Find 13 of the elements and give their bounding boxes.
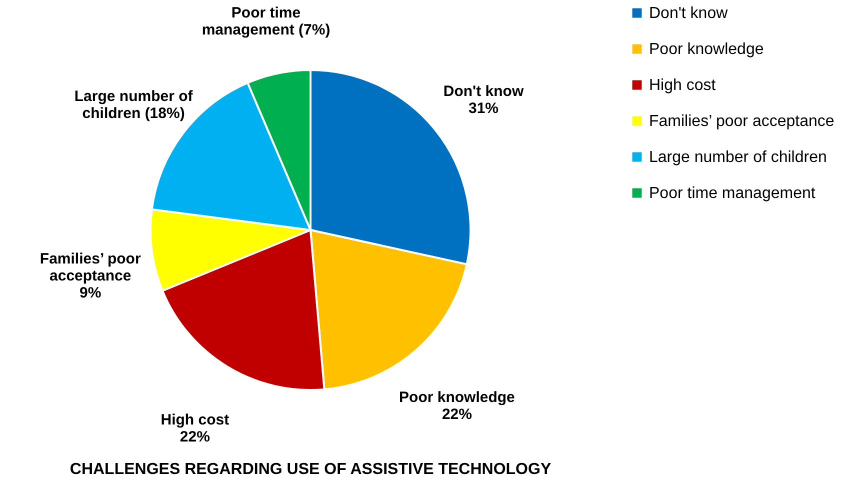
legend-label: Poor time management bbox=[649, 185, 816, 202]
data-label: High cost 22% bbox=[160, 412, 230, 446]
legend-label: Families’ poor acceptance bbox=[649, 113, 834, 130]
data-label: Poor time management (7%) bbox=[202, 4, 330, 39]
legend-label: Large number of children bbox=[649, 149, 827, 166]
legend-label: Poor knowledge bbox=[649, 41, 764, 58]
legend-label: High cost bbox=[649, 77, 716, 94]
legend-label: Don't know bbox=[649, 5, 728, 22]
text: CHALLENGES REGARDING USE OF ASSISTIVE TECHNOLOGY bbox=[70, 461, 552, 478]
data-label: Large number of children (18%) bbox=[74, 88, 194, 122]
data-label: Poor knowledge 22% bbox=[399, 388, 515, 423]
data-label: Don't know 31% bbox=[443, 82, 524, 117]
data-label: Families’ poor acceptance 9% bbox=[40, 250, 141, 302]
